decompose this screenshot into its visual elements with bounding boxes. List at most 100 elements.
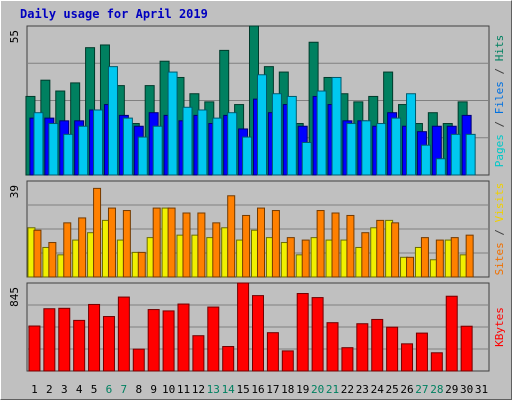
x-tick-label-day-2: 2 (46, 383, 53, 396)
x-tick-label-day-14: 14 (222, 383, 236, 396)
x-tick-label-day-6: 6 (106, 383, 113, 396)
bar-pages-day-6 (107, 66, 118, 176)
bar-kbytes-day-24 (371, 318, 384, 372)
bar-pages-day-23 (361, 120, 372, 176)
bar-pages-day-22 (346, 123, 357, 176)
bar-kbytes-day-18 (281, 350, 294, 372)
x-tick-label-day-15: 15 (236, 383, 249, 396)
bar-kbytes-day-5 (88, 303, 101, 372)
bar-kbytes-day-30 (460, 325, 473, 372)
x-tick-label-day-4: 4 (76, 383, 83, 396)
bar-kbytes-day-15 (237, 282, 250, 372)
bar-sites-day-27 (420, 237, 429, 278)
x-tick-label-day-21: 21 (326, 383, 339, 396)
bar-kbytes-day-9 (147, 309, 160, 372)
bar-sites-day-16 (257, 207, 265, 278)
bar-kbytes-day-28 (430, 352, 443, 372)
bar-sites-day-25 (391, 222, 400, 278)
bar-pages-day-3 (63, 133, 74, 176)
x-tick-label-day-9: 9 (150, 383, 157, 396)
legend-label: / (493, 61, 506, 81)
x-tick-label-day-31: 31 (475, 383, 488, 396)
bar-pages-day-26 (406, 93, 417, 176)
x-tick-label-day-27: 27 (415, 383, 428, 396)
bar-pages-day-25 (391, 117, 402, 176)
bar-kbytes-day-17 (266, 332, 279, 372)
bar-kbytes-day-14 (222, 346, 235, 372)
bar-sites-day-5 (93, 187, 102, 278)
bar-kbytes-day-6 (102, 316, 115, 372)
bar-sites-day-9 (152, 207, 161, 278)
legend-label: Sites (493, 242, 506, 275)
x-tick-label-day-11: 11 (177, 383, 190, 396)
bar-sites-day-6 (107, 207, 116, 278)
bar-kbytes-day-19 (296, 293, 309, 372)
bar-pages-day-24 (376, 123, 387, 176)
bar-sites-day-24 (376, 219, 385, 278)
bar-kbytes-day-25 (386, 326, 399, 372)
bar-sites-day-15 (242, 214, 251, 278)
bar-sites-day-10 (167, 207, 176, 278)
bar-pages-day-13 (212, 117, 223, 176)
bar-sites-day-3 (63, 222, 72, 278)
x-tick-label-day-28: 28 (430, 383, 443, 396)
bar-pages-day-10 (167, 71, 178, 176)
bar-kbytes-day-26 (401, 343, 414, 372)
bar-kbytes-day-27 (415, 332, 428, 372)
bar-sites-day-18 (286, 237, 295, 278)
bar-sites-day-21 (331, 212, 340, 278)
bar-kbytes-day-2 (43, 308, 56, 372)
bar-sites-day-29 (450, 237, 459, 278)
bar-sites-day-8 (137, 251, 146, 278)
bar-kbytes-day-23 (356, 323, 369, 372)
bar-sites-day-26 (406, 256, 415, 278)
x-tick-label-day-29: 29 (445, 383, 458, 396)
bar-sites-day-14 (227, 195, 236, 278)
bar-pages-day-29 (450, 133, 461, 176)
bar-sites-day-11 (182, 212, 191, 278)
bar-kbytes-day-20 (311, 297, 324, 372)
bar-kbytes-day-3 (58, 307, 71, 372)
axis-max-label-visits-sites: 39 (8, 185, 21, 198)
x-tick-label-day-18: 18 (281, 383, 294, 396)
x-tick-label-day-8: 8 (135, 383, 142, 396)
legend-label: Pages (493, 134, 506, 167)
x-tick-label-day-13: 13 (207, 383, 220, 396)
bar-pages-day-16 (257, 74, 267, 176)
bar-pages-day-8 (137, 136, 148, 176)
bar-kbytes-day-4 (73, 319, 86, 372)
bar-kbytes-day-11 (177, 303, 190, 372)
axis-max-label-pages-files-hits: 55 (8, 30, 21, 43)
x-tick-label-day-20: 20 (311, 383, 324, 396)
x-tick-label-day-26: 26 (400, 383, 413, 396)
bar-kbytes-day-12 (192, 335, 205, 372)
bar-sites-day-7 (122, 210, 131, 278)
bar-kbytes-day-21 (326, 322, 339, 372)
bar-sites-day-17 (271, 210, 280, 278)
bar-pages-day-1 (33, 112, 44, 176)
bar-sites-day-22 (346, 214, 355, 278)
bar-pages-day-7 (122, 117, 133, 176)
x-tick-label-day-23: 23 (356, 383, 369, 396)
legend-label: KBytes (493, 307, 506, 347)
bar-pages-day-17 (271, 93, 282, 176)
bar-sites-day-19 (301, 239, 310, 278)
bar-pages-day-4 (78, 125, 89, 176)
bar-pages-day-14 (227, 112, 238, 176)
bar-kbytes-day-8 (132, 348, 145, 372)
bar-pages-day-2 (48, 123, 59, 176)
legend-label: Hits (493, 35, 506, 62)
bar-sites-day-1 (33, 229, 42, 278)
bar-pages-day-15 (242, 136, 253, 176)
bar-sites-day-13 (212, 222, 221, 278)
x-tick-label-day-3: 3 (61, 383, 68, 396)
bar-pages-day-9 (152, 125, 163, 176)
bar-pages-day-18 (286, 95, 297, 176)
x-tick-label-day-17: 17 (266, 383, 279, 396)
bar-sites-day-4 (78, 217, 87, 278)
bar-pages-day-21 (331, 76, 342, 176)
x-tick-label-day-19: 19 (296, 383, 309, 396)
bar-pages-day-20 (316, 90, 327, 176)
x-tick-label-day-5: 5 (91, 383, 98, 396)
